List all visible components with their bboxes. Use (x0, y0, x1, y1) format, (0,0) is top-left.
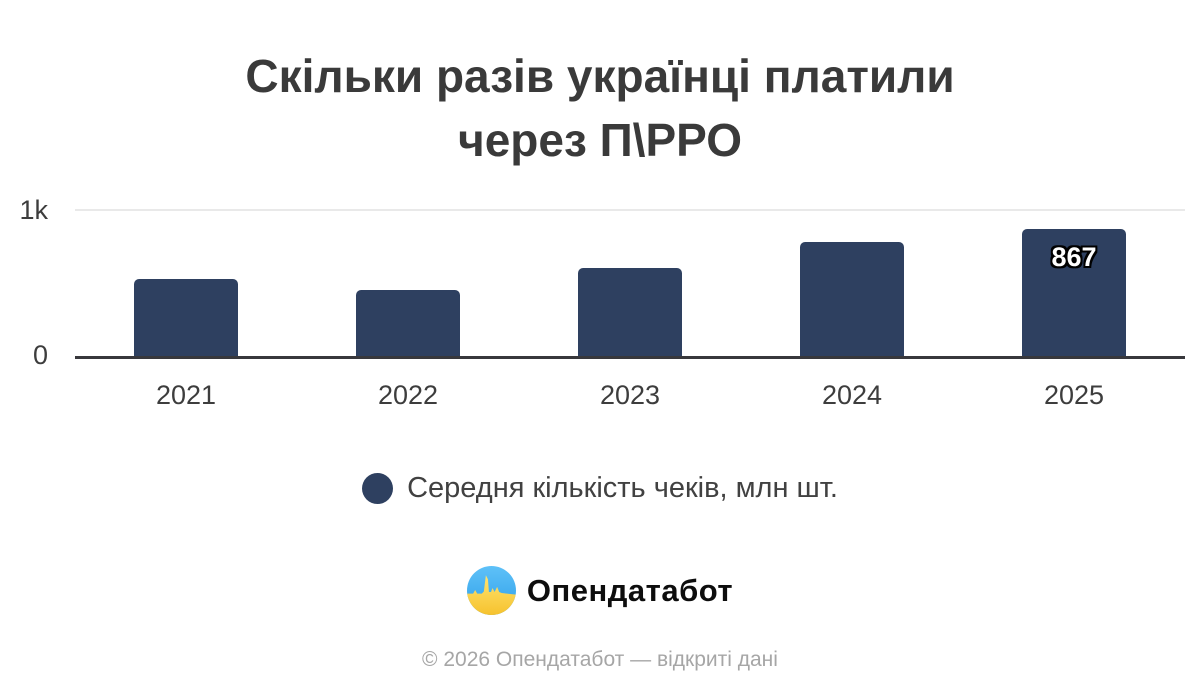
y-tick-1k: 1k (19, 195, 48, 225)
bar-slot-2025: 867 (963, 210, 1185, 356)
chart-title-line2: через П\РРО (458, 114, 742, 166)
bar-slot-2024 (741, 210, 963, 356)
bars: 867 (75, 210, 1185, 356)
chart-title: Скільки разів українці платили через П\Р… (0, 44, 1200, 172)
bar-2025: 867 (1022, 229, 1126, 356)
x-axis-line (75, 356, 1185, 359)
x-tick-2021: 2021 (155, 380, 217, 410)
bar-2024 (800, 242, 904, 356)
copyright-line: © 2026 Опендатабот — відкриті дані (422, 648, 778, 671)
opendatabot-logo-text: Опендатабот (526, 572, 734, 608)
bar-2022 (356, 289, 460, 356)
legend: Середня кількість чеків, млн шт. (0, 472, 1200, 505)
bar-slot-2022 (297, 210, 519, 356)
bar-2021 (134, 278, 238, 356)
x-tick-2024: 2024 (821, 380, 883, 410)
x-tick-2025: 2025 (1043, 380, 1105, 410)
legend-marker-icon (362, 473, 394, 504)
gridline-1k (75, 209, 1185, 211)
bar-2023 (578, 267, 682, 356)
opendatabot-logo-icon (466, 566, 516, 615)
chart-title-line1: Скільки разів українці платили (245, 50, 955, 102)
y-tick-0: 0 (32, 340, 48, 370)
x-axis-labels: 2021 2022 2023 2024 2025 (75, 380, 1185, 411)
bar-value-label-2025: 867 (1051, 242, 1097, 273)
x-tick-2023: 2023 (599, 380, 661, 410)
x-tick-2022: 2022 (377, 380, 439, 410)
plot-area: 867 (75, 209, 1185, 359)
bar-slot-2023 (519, 210, 741, 356)
bar-slot-2021 (75, 210, 297, 356)
legend-label: Середня кількість чеків, млн шт. (407, 472, 838, 504)
brand-footer: Опендатабот (0, 566, 1200, 615)
